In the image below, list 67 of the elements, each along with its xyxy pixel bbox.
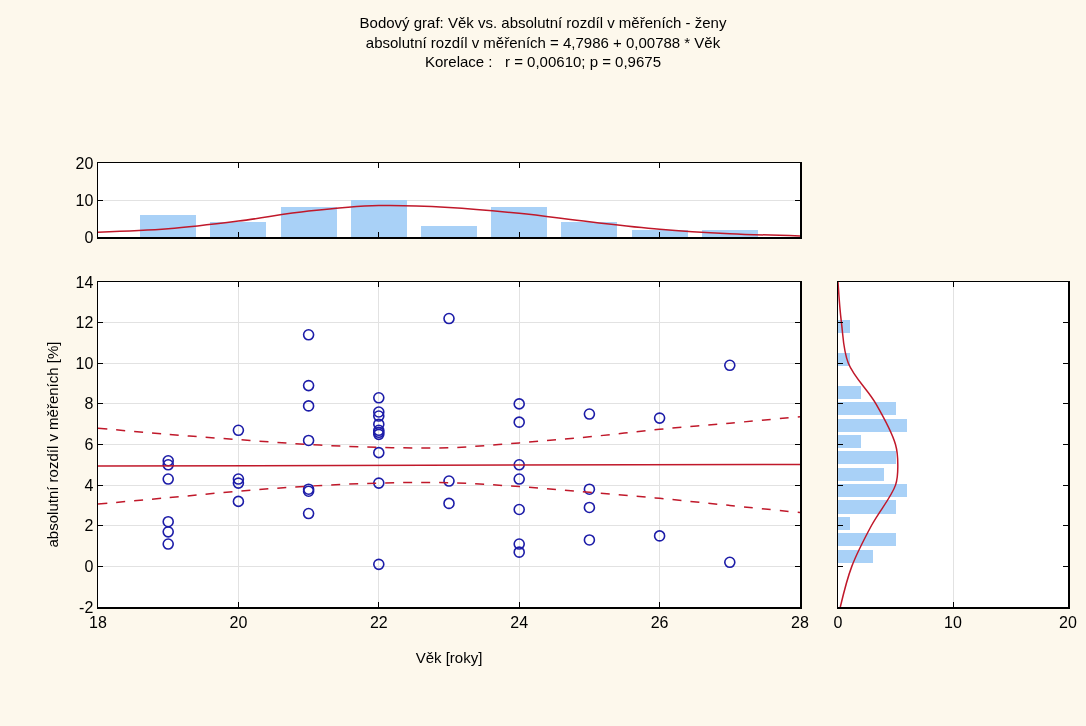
y-tick-label: 10 xyxy=(75,191,94,209)
point xyxy=(513,503,525,516)
y-tick-label: 4 xyxy=(84,476,94,494)
point xyxy=(373,391,385,404)
point xyxy=(162,526,174,538)
y-tick-label: 14 xyxy=(75,273,94,291)
text: absolutní rozdíl v měřeních = 4,7986 + 0,00788 * Věk xyxy=(365,33,721,51)
point xyxy=(513,398,525,410)
point xyxy=(373,406,385,418)
y-tick-label: 2 xyxy=(84,517,94,535)
x-tick-label: 22 xyxy=(369,613,388,631)
point xyxy=(443,475,455,487)
point xyxy=(373,477,385,489)
point xyxy=(302,434,315,447)
y-tick-label: 10 xyxy=(75,354,94,372)
point xyxy=(302,329,315,341)
point xyxy=(513,538,525,550)
point xyxy=(162,454,174,467)
point xyxy=(513,416,525,428)
line-series xyxy=(98,204,800,237)
point xyxy=(443,312,455,325)
point xyxy=(302,507,315,520)
point xyxy=(373,410,385,422)
point xyxy=(373,418,385,430)
point xyxy=(162,459,174,471)
point xyxy=(653,530,666,542)
point xyxy=(302,400,315,412)
text: Korelace : r = 0,00610; p = 0,9675 xyxy=(424,53,662,70)
point xyxy=(583,408,596,420)
y-tick-label: 20 xyxy=(75,154,94,172)
x-axis-title: Věk [roky] xyxy=(415,648,483,666)
point xyxy=(513,459,525,471)
y-axis-title: absolutní rozdíl v měřeních [%] xyxy=(43,341,61,548)
point xyxy=(724,359,736,372)
point xyxy=(583,501,596,514)
point xyxy=(373,446,385,459)
point xyxy=(513,473,525,485)
point xyxy=(653,412,666,424)
point xyxy=(302,379,315,392)
y-tick-label: -2 xyxy=(79,598,94,616)
y-tick-label: 8 xyxy=(84,395,94,413)
point xyxy=(232,424,245,437)
point xyxy=(583,483,596,495)
point xyxy=(162,515,174,528)
y-tick-label: 0 xyxy=(84,228,94,246)
point xyxy=(162,473,174,485)
x-tick-label: 28 xyxy=(791,613,809,631)
point xyxy=(513,546,525,558)
point xyxy=(443,497,455,510)
x-tick-label: 20 xyxy=(229,613,248,631)
x-tick-label: 18 xyxy=(89,613,107,631)
y-tick-label: 6 xyxy=(84,436,94,454)
point xyxy=(162,538,174,550)
y-tick-label: 12 xyxy=(75,314,94,332)
point xyxy=(724,556,736,569)
point xyxy=(232,473,245,485)
chart-title: Bodový graf: Věk vs. absolutní rozdíl v měřeních - ženy xyxy=(359,14,727,31)
y-tick-label: 0 xyxy=(84,557,94,575)
x-tick-label: 20 xyxy=(1059,613,1077,631)
x-tick-label: 0 xyxy=(833,613,843,631)
x-tick-label: 24 xyxy=(510,613,529,631)
point xyxy=(232,495,245,508)
x-tick-label: 26 xyxy=(650,613,669,631)
point xyxy=(232,477,245,489)
point xyxy=(373,558,385,571)
x-tick-label: 10 xyxy=(944,613,962,631)
point xyxy=(583,534,596,546)
